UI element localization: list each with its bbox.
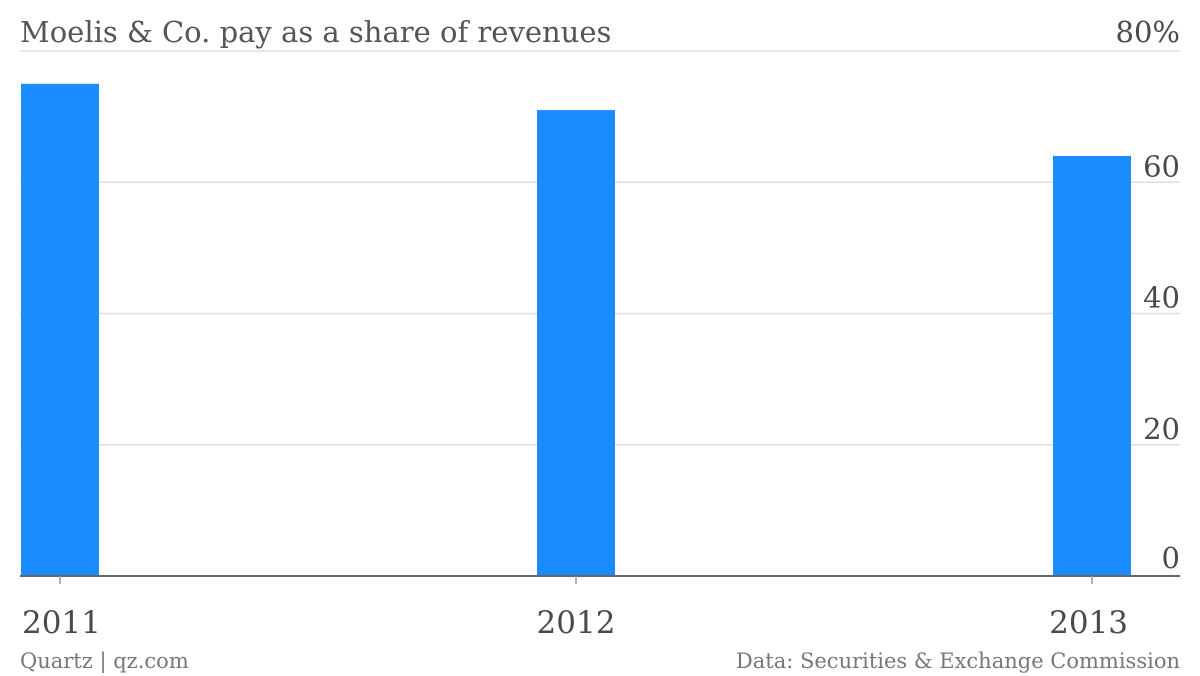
y-tick-label: 0 xyxy=(1162,541,1180,575)
bar-2012 xyxy=(537,110,615,576)
x-tick-label: 2013 xyxy=(1049,605,1128,641)
bar-2011 xyxy=(21,83,99,576)
bar-2013 xyxy=(1053,156,1131,576)
x-tick-marks xyxy=(59,576,1093,584)
y-tick-label: 40 xyxy=(1143,281,1180,315)
chart-title: Moelis & Co. pay as a share of revenues xyxy=(20,15,611,49)
x-tick-label: 2011 xyxy=(22,605,101,641)
y-tick-label: 80% xyxy=(1116,15,1180,49)
y-tick-labels: 0 20 40 60 80% xyxy=(1116,15,1180,575)
x-tick-label: 2012 xyxy=(537,605,616,641)
y-tick-label: 60 xyxy=(1143,149,1180,183)
bars xyxy=(21,83,1131,576)
y-tick-label: 20 xyxy=(1143,412,1180,446)
x-tick-labels: 2011 2012 2013 xyxy=(22,605,1128,641)
footer-credit-right: Data: Securities & Exchange Commission xyxy=(736,649,1180,673)
footer-source-left: Quartz | qz.com xyxy=(20,649,189,674)
